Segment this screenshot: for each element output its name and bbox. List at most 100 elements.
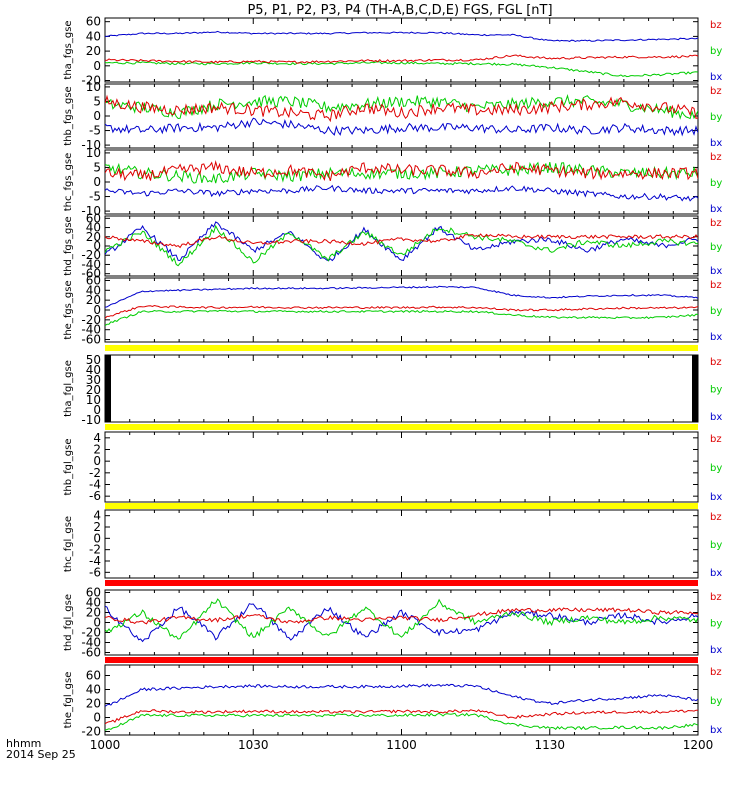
y-tick-label: 4 <box>93 431 101 445</box>
series-line-by <box>105 94 698 120</box>
y-tick-label: 0 <box>93 59 101 73</box>
y-tick-label: -60 <box>81 646 101 660</box>
series-line-bx <box>105 683 698 707</box>
y-tick-label: 2 <box>93 520 101 534</box>
y-tick-label: 5 <box>93 160 101 174</box>
status-bar <box>105 345 698 351</box>
y-tick-label: 0 <box>93 175 101 189</box>
legend-bz: bz <box>710 512 722 523</box>
y-axis-label: thb_fgs_gse <box>63 86 74 145</box>
legend-bz: bz <box>710 86 722 97</box>
y-tick-label: -10 <box>81 413 101 427</box>
series-line-by <box>105 61 698 78</box>
panel-frame <box>104 664 699 736</box>
series-line-bz <box>105 709 698 725</box>
y-tick-label: -20 <box>81 626 101 640</box>
y-tick-label: -60 <box>81 333 101 347</box>
y-tick-label: 40 <box>86 683 101 697</box>
legend-by: by <box>710 242 722 253</box>
series-line-by <box>105 309 698 327</box>
y-tick-label: 60 <box>86 211 101 225</box>
y-tick-label: 10 <box>86 80 101 94</box>
panel-frame <box>104 509 699 579</box>
y-tick-label: -20 <box>81 74 101 88</box>
legend-by: by <box>710 178 722 189</box>
x-tick-label: 1000 <box>90 738 121 752</box>
y-tick-label: 20 <box>86 606 101 620</box>
series-line-by <box>105 712 698 731</box>
y-tick-label: -10 <box>81 204 101 218</box>
legend-bz: bz <box>710 667 722 678</box>
panel-frame <box>104 431 699 503</box>
legend-bx: bx <box>710 332 722 343</box>
y-tick-label: 0 <box>93 239 101 253</box>
x-axis: 1000 1030 1100 1130 1200 <box>90 738 714 752</box>
y-tick-label: 40 <box>86 283 101 297</box>
legend-bz: bz <box>710 280 722 291</box>
y-tick-label: 40 <box>86 29 101 43</box>
legend-by: by <box>710 306 722 317</box>
y-tick-label: 60 <box>86 586 101 600</box>
y-axis-label: the_fgl_gse <box>63 672 74 729</box>
y-tick-label: 0 <box>93 109 101 123</box>
y-tick-label: 60 <box>86 273 101 287</box>
y-tick-label: -2 <box>89 543 101 557</box>
y-tick-label: -6 <box>89 565 101 579</box>
panel-frame <box>104 354 699 423</box>
chart-title: P5, P1, P2, P3, P4 (TH-A,B,C,D,E) FGS, F… <box>247 3 552 18</box>
legend-bx: bx <box>710 412 722 423</box>
date-label: 2014 Sep 25 <box>6 748 76 761</box>
series-line-bx <box>105 603 698 643</box>
y-tick-label: 5 <box>93 94 101 108</box>
y-tick-label: 20 <box>86 293 101 307</box>
y-axis-label: thd_fgl_gse <box>63 594 74 651</box>
y-tick-label: -40 <box>81 636 101 650</box>
series-line-by <box>105 598 698 640</box>
series-line-bx <box>105 221 698 262</box>
series-line-bx <box>105 285 698 308</box>
y-tick-label: 10 <box>86 393 101 407</box>
legend-by: by <box>710 463 722 474</box>
y-axis-label: thc_fgl_gse <box>63 516 74 572</box>
legend-by: by <box>710 112 722 123</box>
panel-frame <box>104 589 699 656</box>
y-tick-label: 0 <box>93 454 101 468</box>
y-tick-label: 2 <box>93 443 101 457</box>
y-tick-label: -40 <box>81 323 101 337</box>
legend-bz: bz <box>710 152 722 163</box>
y-tick-label: 40 <box>86 221 101 235</box>
series-line-bz <box>105 94 698 123</box>
y-axis-label: thd_fgs_gse <box>63 216 74 275</box>
series-line-bx <box>105 117 698 137</box>
y-tick-label: -20 <box>81 313 101 327</box>
legend-bx: bx <box>710 492 722 503</box>
time-format-label: hhmm <box>6 737 41 750</box>
x-tick-label: 1200 <box>683 738 714 752</box>
legend-bx: bx <box>710 138 722 149</box>
status-bar <box>105 657 698 663</box>
y-tick-label: 0 <box>93 711 101 725</box>
series-line-bz <box>105 607 698 625</box>
legend-bz: bz <box>710 592 722 603</box>
y-tick-label: -5 <box>89 124 101 138</box>
y-tick-label: 60 <box>86 15 101 29</box>
legend-bx: bx <box>710 72 722 83</box>
x-tick-label: 1130 <box>534 738 565 752</box>
legend-bx: bx <box>710 204 722 215</box>
y-tick-label: 40 <box>86 363 101 377</box>
y-tick-label: 10 <box>86 146 101 160</box>
legend-bz: bz <box>710 218 722 229</box>
y-tick-label: -10 <box>81 138 101 152</box>
y-axis-label: thb_fgl_gse <box>63 439 74 496</box>
panel-frame <box>104 149 699 215</box>
y-tick-label: 40 <box>86 596 101 610</box>
y-axis-label: tha_fgl_gse <box>63 360 74 417</box>
status-bar <box>105 580 698 586</box>
